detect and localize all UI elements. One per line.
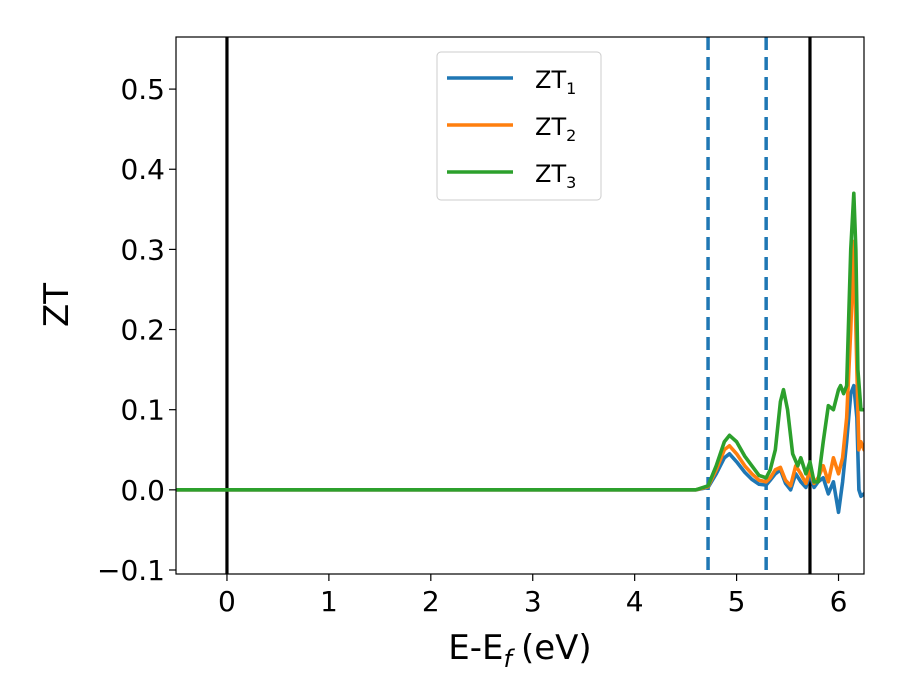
y-tick-label: −0.1 [97,554,165,587]
x-axis-title-main: E-E [448,628,503,668]
series-line-2 [176,239,864,492]
x-tick-label: 2 [422,585,440,618]
plot-frame [175,36,865,575]
x-axis-title-subscript: f [504,645,516,673]
x-tick-label: 0 [218,585,236,618]
legend-entries: ZT1 ZT2 ZT3 [447,66,576,192]
y-tick-label: 0.2 [120,314,165,347]
x-axis-title-unit: (eV) [521,628,592,668]
y-tick-label: 0.4 [120,153,165,186]
y-tick-label: 0.0 [120,474,165,507]
x-axis-ticks: 0 1 2 3 4 5 6 [218,574,847,618]
legend: ZT1 ZT2 ZT3 [436,51,602,201]
x-tick-label: 5 [728,585,746,618]
y-axis-title: ZT [37,283,77,327]
legend-box [436,51,602,201]
x-axis-title: E-Ef (eV) [448,628,591,673]
legend-label-1: ZT1 [535,66,576,98]
x-tick-label: 1 [320,585,338,618]
x-tick-label: 3 [524,585,542,618]
legend-label-3: ZT3 [535,160,576,192]
series-lines [176,191,864,515]
y-tick-label: 0.3 [120,233,165,266]
y-tick-label: 0.5 [120,73,165,106]
x-tick-label: 6 [830,585,848,618]
series-line-1 [176,383,864,515]
legend-label-2: ZT2 [535,113,576,145]
series-line-3 [176,191,864,492]
y-axis-ticks: −0.1 0.0 0.1 0.2 0.3 0.4 0.5 [97,73,176,587]
x-tick-label: 4 [626,585,644,618]
y-tick-label: 0.1 [120,394,165,427]
